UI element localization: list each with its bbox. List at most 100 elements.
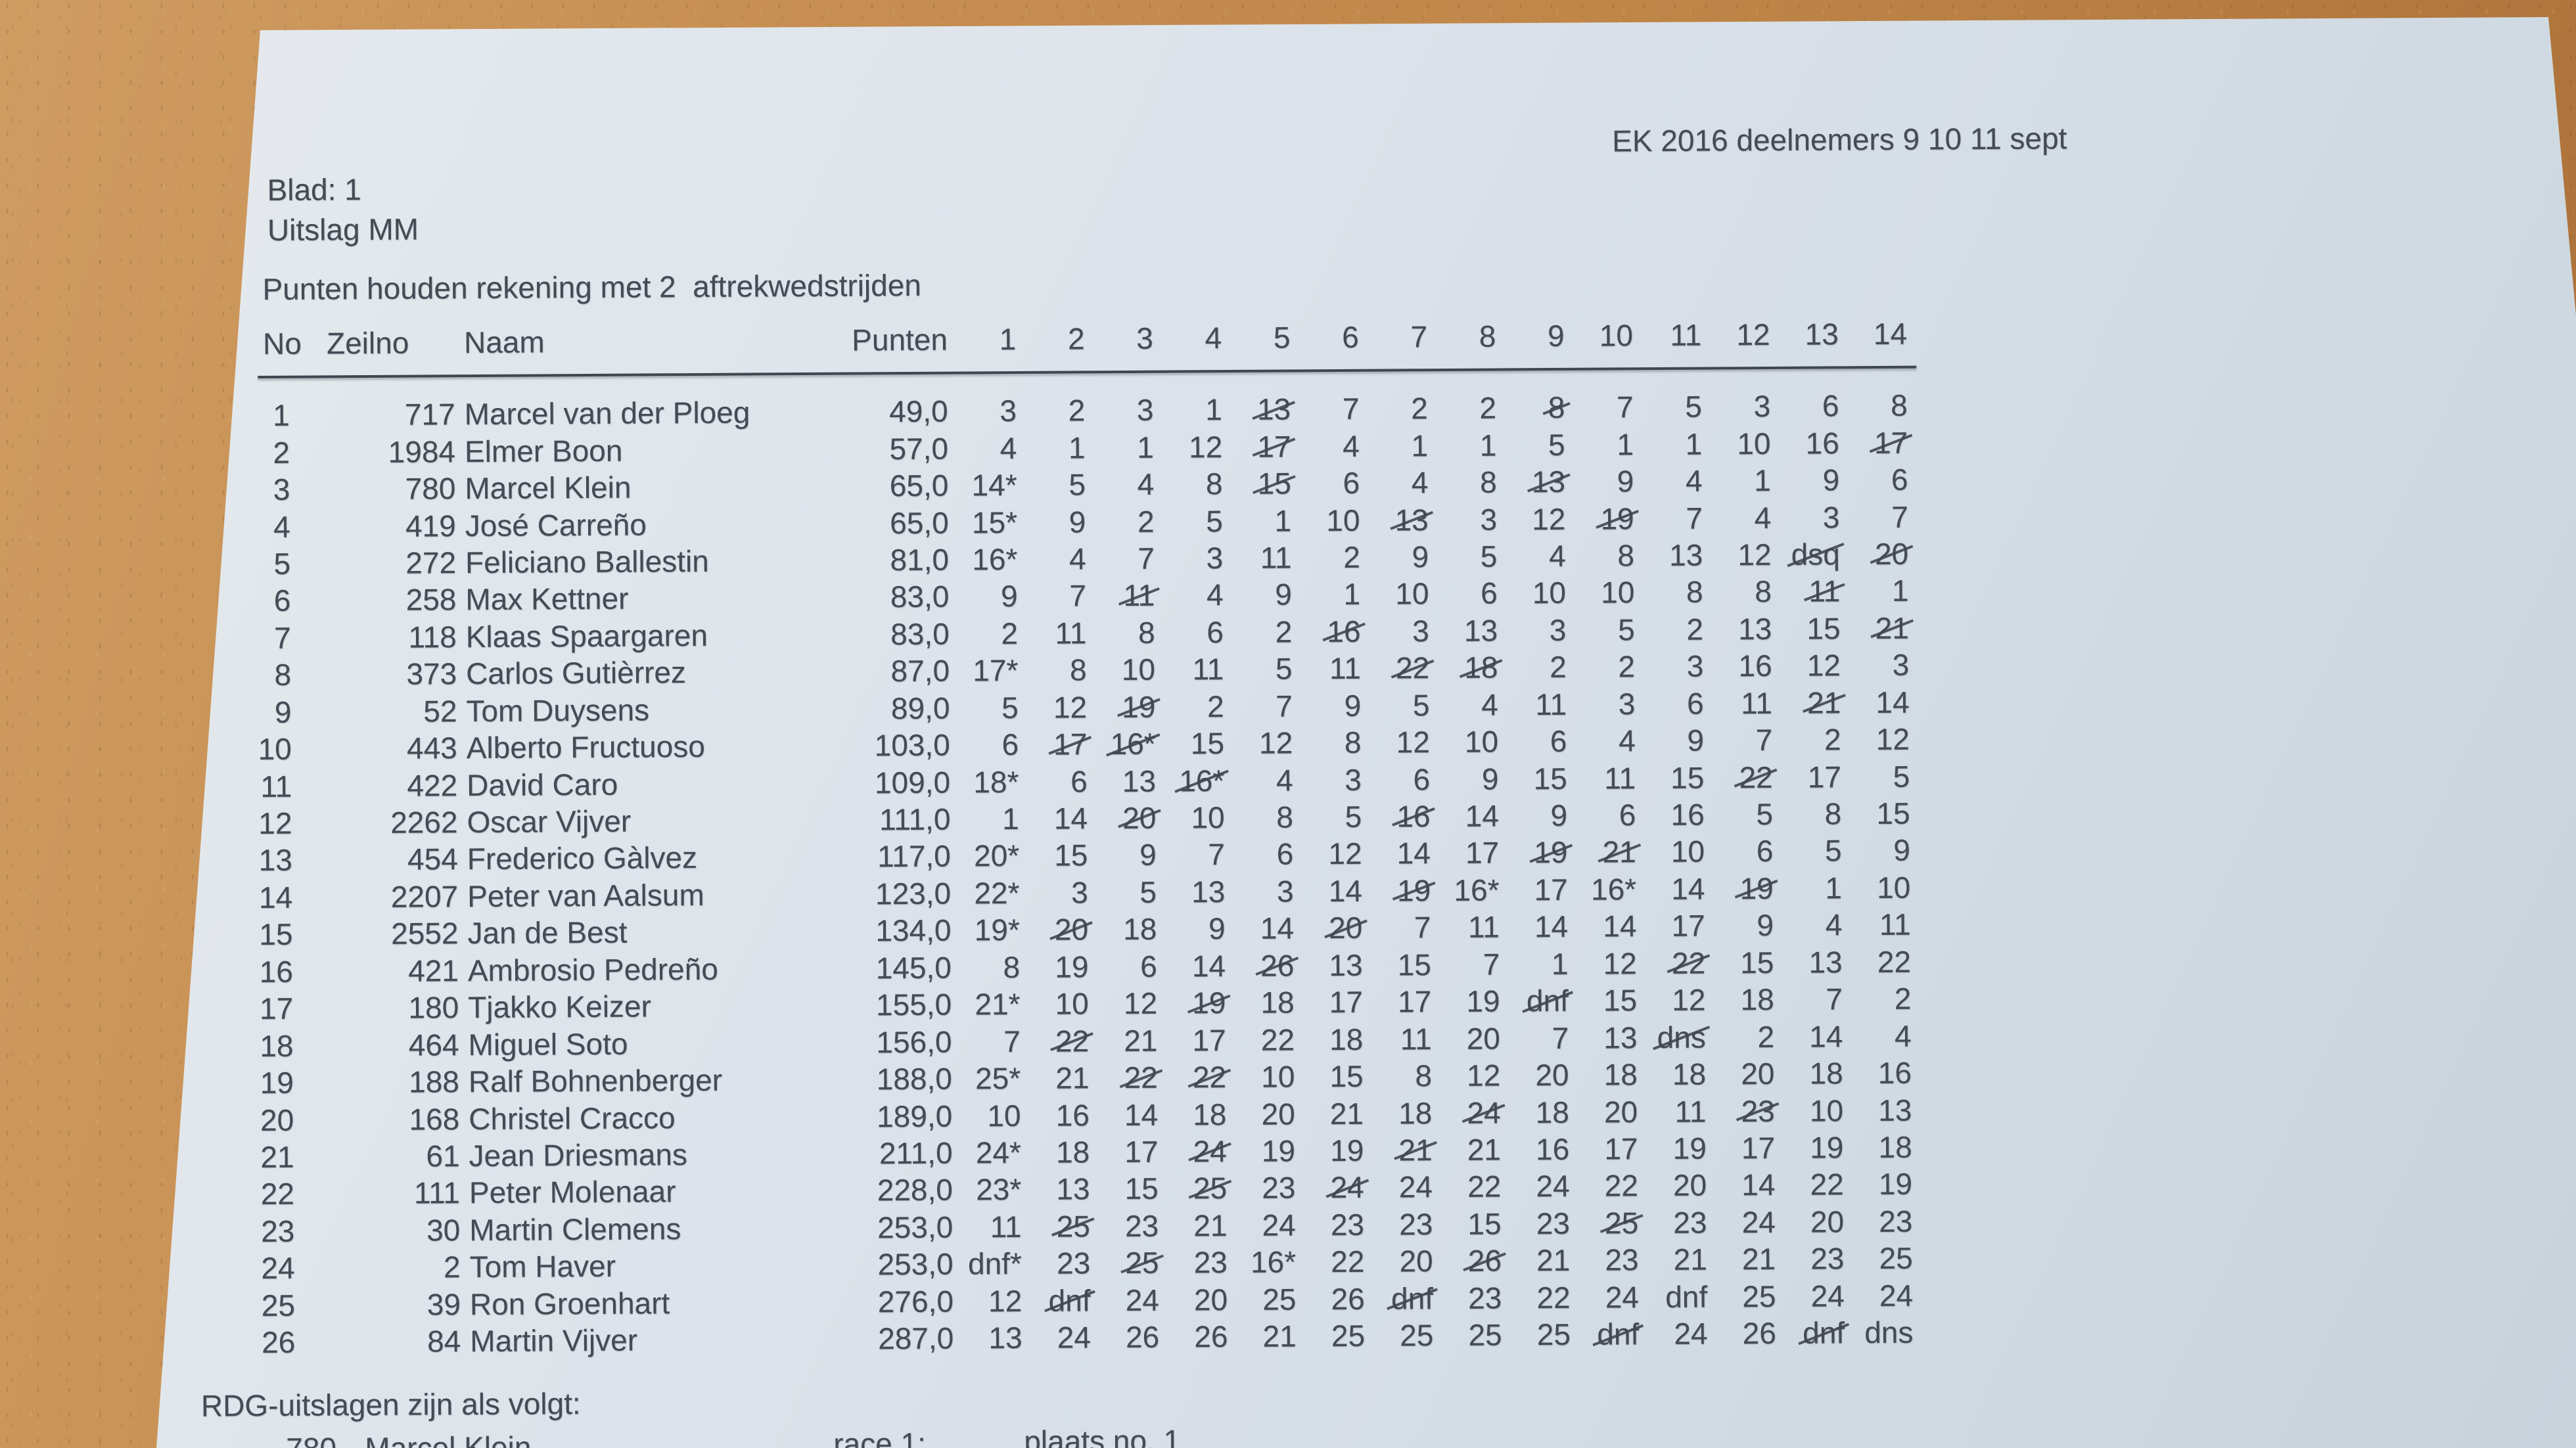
- race-score-cell: 2: [1894, 981, 1912, 1016]
- race-score-cell: 12: [1188, 429, 1223, 464]
- rdg-race-label: race 1:: [833, 1426, 927, 1448]
- race-score-cell: 21: [1262, 1319, 1297, 1353]
- race-score-cell: 17: [1192, 1022, 1226, 1058]
- race-score-cell: 18: [1740, 982, 1774, 1017]
- race-score-cell: 4: [1411, 465, 1429, 500]
- points-cell: 111,0: [879, 802, 951, 837]
- race-score-cell: 6: [1343, 465, 1360, 501]
- race-score-cell: 16: [1055, 1097, 1090, 1133]
- race-score-cell: 6: [1686, 686, 1704, 721]
- race-score-cell: 19: [1055, 949, 1089, 984]
- race-score-cell: 23: [1398, 1206, 1433, 1242]
- race-score-cell: 16: [1805, 426, 1840, 461]
- race-score-cell: 2: [1207, 689, 1224, 723]
- race-score-cell: 25: [1193, 1171, 1228, 1206]
- race-score-cell: 19: [1810, 1130, 1844, 1165]
- sailnumber-cell: 2552: [391, 916, 459, 951]
- sailnumber-cell: 443: [406, 731, 457, 765]
- race-score-cell: 1: [1137, 430, 1155, 464]
- sailnumber-cell: 419: [405, 508, 456, 543]
- sailnumber-cell: 2262: [390, 805, 458, 840]
- race-score-cell: 9: [1550, 798, 1568, 833]
- race-score-cell: 20: [1466, 1021, 1501, 1056]
- race-score-cell: 6: [1139, 949, 1157, 984]
- race-score-cell: 22: [1810, 1167, 1844, 1202]
- race-score-cell: 13: [1191, 874, 1226, 909]
- race-score-cell: 12: [1737, 537, 1772, 572]
- race-score-cell: 17: [1741, 1130, 1776, 1165]
- column-header: 11: [1670, 317, 1702, 352]
- race-score-cell: 10: [1809, 1093, 1844, 1128]
- race-score-cell: 8: [1755, 574, 1772, 609]
- race-score-cell: 13: [1394, 502, 1429, 537]
- name-cell: José Carreño: [465, 507, 647, 543]
- race-score-cell: 2: [1549, 650, 1567, 685]
- sailnumber-cell: 717: [404, 397, 455, 432]
- race-score-cell: 11: [1055, 616, 1087, 650]
- race-score-cell: 26: [1125, 1319, 1160, 1355]
- race-score-cell: 13: [1668, 537, 1703, 572]
- name-cell: Marcel Klein: [465, 470, 632, 506]
- race-score-cell: 20: [1261, 1096, 1295, 1131]
- race-score-cell: 22: [1124, 1060, 1158, 1095]
- uitslag-label: Uitslag MM: [267, 212, 419, 247]
- race-score-cell: 16: [1738, 648, 1772, 683]
- race-score-cell: dnf: [1665, 1279, 1708, 1314]
- race-score-cell: 9: [1139, 838, 1157, 872]
- race-score-cell: 9: [1412, 539, 1429, 574]
- race-score-cell: 23: [1193, 1245, 1228, 1280]
- race-score-cell: 11: [1535, 687, 1567, 721]
- race-score-cell: 6: [1550, 724, 1567, 759]
- race-score-cell: 5: [1069, 467, 1086, 502]
- race-score-cell: 15: [1603, 983, 1638, 1018]
- race-score-cell: 10: [1191, 800, 1225, 835]
- race-score-cell: 8: [1891, 388, 1908, 423]
- rank-cell: 10: [258, 731, 292, 767]
- race-score-cell: 4: [1137, 466, 1155, 501]
- race-score-cell: 12: [1123, 985, 1158, 1021]
- sailnumber-cell: 1984: [388, 434, 456, 469]
- race-score-cell: 24: [1262, 1208, 1296, 1242]
- race-score-cell: 24: [1605, 1279, 1640, 1315]
- race-score-cell: 16: [1535, 1131, 1570, 1167]
- race-score-cell: 2: [1686, 612, 1704, 646]
- name-cell: Ambrosio Pedreño: [467, 951, 718, 987]
- race-score-cell: 17: [1124, 1134, 1159, 1169]
- race-score-cell: 4: [1206, 577, 1224, 612]
- rank-cell: 1: [272, 397, 290, 433]
- race-score-cell: 24*: [975, 1135, 1022, 1170]
- rank-cell: 8: [274, 658, 292, 692]
- race-score-cell: 15: [1124, 1171, 1159, 1206]
- rank-cell: 20: [260, 1102, 294, 1137]
- race-score-cell: 4: [1000, 430, 1017, 465]
- race-score-cell: 20: [1122, 800, 1157, 836]
- race-score-cell: 1: [1205, 392, 1223, 427]
- race-score-cell: 18: [1603, 1057, 1638, 1092]
- race-score-cell: 18: [1535, 1095, 1570, 1129]
- race-score-cell: 7: [1826, 982, 1843, 1016]
- rdg-heading: RDG-uitslagen zijn als volgt:: [200, 1386, 581, 1423]
- race-score-cell: dnf: [1526, 984, 1569, 1018]
- race-score-cell: 19: [1192, 985, 1226, 1020]
- race-score-cell: 14: [1809, 1018, 1843, 1054]
- race-score-cell: 13: [1463, 613, 1498, 648]
- race-score-cell: 25: [1604, 1206, 1639, 1240]
- race-score-cell: 11: [1879, 907, 1911, 942]
- race-score-cell: 17: [1807, 759, 1842, 794]
- race-score-cell: 1: [1685, 426, 1703, 461]
- race-score-cell: 4: [1343, 428, 1360, 463]
- name-cell: Elmer Boon: [464, 433, 623, 468]
- race-score-cell: 20: [1193, 1282, 1228, 1317]
- race-score-cell: 23: [1536, 1206, 1571, 1241]
- race-score-cell: 10: [1261, 1059, 1295, 1094]
- race-score-cell: 10: [1737, 426, 1771, 461]
- race-score-cell: 16*: [972, 541, 1018, 577]
- race-score-cell: 18: [1464, 650, 1498, 685]
- race-score-cell: 1: [1825, 871, 1843, 905]
- scoring-note: Punten houden rekening met 2 aftrekwedst…: [262, 267, 922, 307]
- race-score-cell: 25: [1742, 1278, 1776, 1313]
- race-score-cell: 21: [1741, 1242, 1776, 1277]
- race-score-cell: 10: [1464, 724, 1499, 759]
- race-score-cell: 22: [1467, 1169, 1502, 1204]
- rank-cell: 11: [260, 769, 292, 803]
